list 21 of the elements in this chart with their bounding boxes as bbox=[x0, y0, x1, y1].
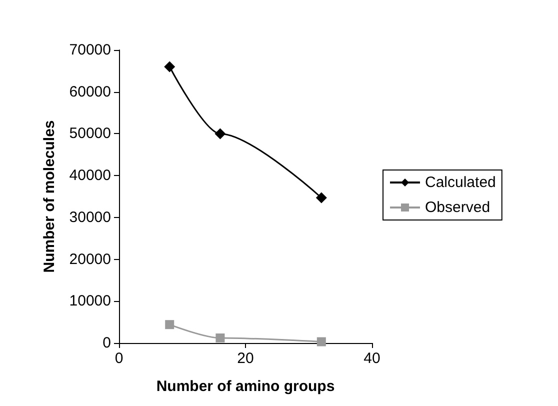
y-axis-title: Number of molecules bbox=[41, 120, 58, 273]
y-tick-label: 20000 bbox=[69, 250, 111, 268]
y-tick-label: 50000 bbox=[69, 125, 111, 142]
x-tick-label: 20 bbox=[237, 350, 254, 367]
y-tick-label: 0 bbox=[102, 334, 111, 352]
legend-label: Observed bbox=[425, 199, 490, 216]
x-axis-title: Number of amino groups bbox=[156, 378, 335, 395]
y-tick-label: 10000 bbox=[69, 292, 111, 310]
legend-label: Calculated bbox=[425, 174, 496, 191]
y-tick-label: 40000 bbox=[69, 167, 111, 184]
x-tick-label: 0 bbox=[114, 350, 124, 367]
x-tick-label: 40 bbox=[364, 350, 380, 367]
point bbox=[165, 320, 174, 330]
y-tick-label: 70000 bbox=[69, 42, 111, 58]
point bbox=[316, 192, 327, 204]
y-tick-label: 60000 bbox=[69, 83, 111, 100]
point bbox=[164, 61, 176, 72]
y-tick-label: 30000 bbox=[69, 208, 111, 226]
point bbox=[214, 128, 226, 140]
point bbox=[316, 337, 326, 346]
point bbox=[216, 333, 225, 342]
